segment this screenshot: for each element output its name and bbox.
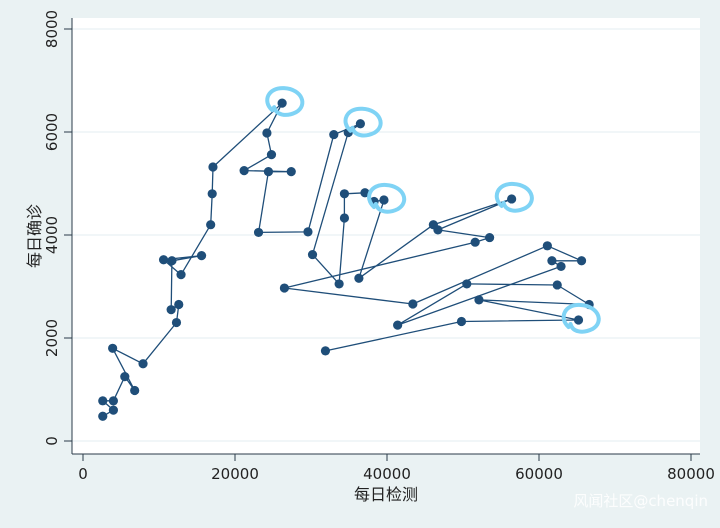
data-point xyxy=(263,167,274,177)
data-point xyxy=(174,299,184,310)
axes xyxy=(71,18,700,455)
highlight-circles xyxy=(265,86,601,334)
data-point xyxy=(167,256,177,266)
data-point xyxy=(576,256,587,266)
data-point xyxy=(196,251,207,261)
data-point xyxy=(130,385,140,396)
x-tick-label: 40000 xyxy=(363,465,411,483)
data-point xyxy=(408,299,418,309)
data-point xyxy=(138,359,148,369)
x-tick-label: 60000 xyxy=(515,465,563,483)
data-point xyxy=(171,317,182,328)
y-tick-label: 8000 xyxy=(43,10,61,48)
x-tick-label: 0 xyxy=(78,465,88,483)
data-point xyxy=(470,237,480,247)
y-tick-label: 4000 xyxy=(43,216,61,254)
gridlines xyxy=(72,28,700,442)
y-tick-label: 6000 xyxy=(43,113,61,151)
data-point xyxy=(208,162,218,172)
data-point xyxy=(542,241,552,251)
data-point xyxy=(485,232,495,243)
data-point xyxy=(98,396,108,406)
data-point xyxy=(108,396,118,406)
data-point xyxy=(262,128,272,138)
x-tick-label: 80000 xyxy=(667,465,715,483)
data-point xyxy=(573,315,584,325)
data-point xyxy=(379,195,389,205)
y-tick-label: 2000 xyxy=(43,319,61,357)
plot-area xyxy=(72,18,700,454)
data-point xyxy=(552,280,562,290)
data-point xyxy=(120,372,130,382)
data-point xyxy=(393,320,403,330)
data-point xyxy=(176,270,186,280)
data-point xyxy=(108,405,118,415)
highlight-circle xyxy=(561,302,601,334)
data-point xyxy=(166,305,176,315)
data-point xyxy=(334,279,344,289)
data-point xyxy=(556,261,566,272)
data-point xyxy=(354,273,364,283)
data-point xyxy=(355,119,365,129)
x-axis-label: 每日检测 xyxy=(354,485,418,504)
data-point xyxy=(329,129,339,140)
data-point xyxy=(303,227,313,237)
data-point xyxy=(462,279,472,289)
data-point xyxy=(207,189,217,199)
highlight-circle xyxy=(343,106,383,138)
data-point xyxy=(339,189,350,199)
data-point xyxy=(456,316,467,327)
data-point xyxy=(286,167,296,177)
data-point xyxy=(279,283,289,293)
data-point xyxy=(239,166,249,176)
data-point xyxy=(98,411,108,421)
data-point xyxy=(108,343,118,353)
data-point xyxy=(320,346,331,356)
data-point xyxy=(307,249,318,260)
y-tick-label: 0 xyxy=(43,436,61,446)
series xyxy=(98,98,594,421)
data-point xyxy=(158,255,169,265)
data-point xyxy=(253,227,264,238)
y-axis-label: 每日确诊 xyxy=(25,204,44,268)
data-point xyxy=(507,194,517,204)
data-point xyxy=(206,220,216,230)
data-point xyxy=(266,150,277,160)
highlight-circle xyxy=(494,181,534,213)
x-tick-label: 20000 xyxy=(211,465,259,483)
data-point xyxy=(474,295,484,305)
data-point xyxy=(433,225,443,235)
data-point xyxy=(547,256,557,266)
watermark: 风闻社区@chenqin xyxy=(573,492,708,510)
data-point xyxy=(277,98,287,108)
highlight-circle xyxy=(367,182,407,214)
data-point xyxy=(339,213,350,223)
highlight-circle xyxy=(265,86,305,117)
